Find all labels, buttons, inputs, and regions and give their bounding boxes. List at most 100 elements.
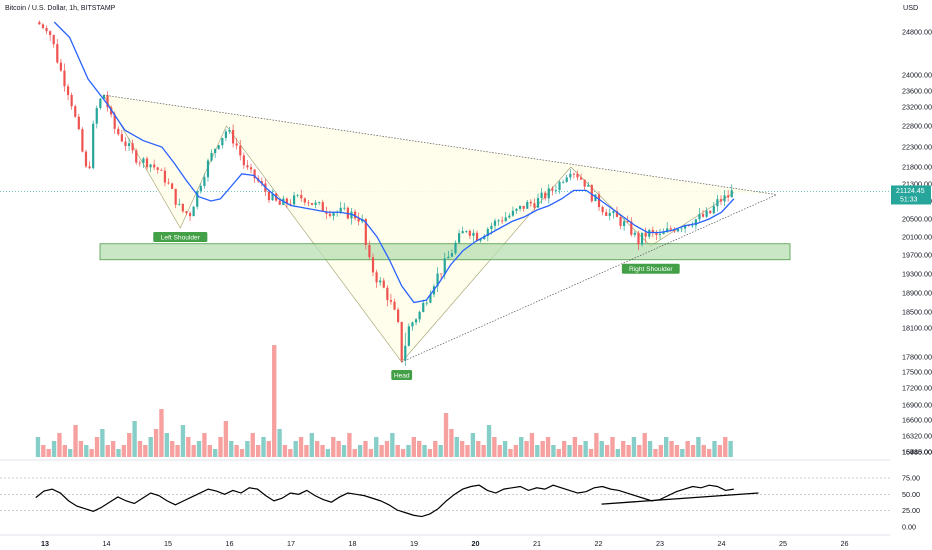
candle-body bbox=[400, 321, 403, 361]
candle-body bbox=[587, 185, 590, 187]
price-tick-label: 18100.00 bbox=[902, 324, 932, 333]
candle-body bbox=[156, 167, 159, 170]
rsi-trendline bbox=[601, 492, 759, 505]
volume-bar bbox=[336, 441, 341, 457]
candle-body bbox=[601, 207, 604, 213]
volume-bar bbox=[374, 437, 379, 457]
volume-bar bbox=[395, 445, 400, 457]
candle-body bbox=[260, 181, 263, 184]
rsi-tick-label: 0.00 bbox=[902, 523, 916, 532]
candle-body bbox=[120, 134, 123, 142]
volume-bar bbox=[341, 445, 347, 457]
volume-bar bbox=[621, 441, 626, 457]
volume-bar bbox=[551, 445, 556, 457]
date-tick-label: 18 bbox=[349, 539, 357, 548]
date-tick-label: 19 bbox=[410, 539, 418, 548]
candle-body bbox=[102, 95, 106, 99]
candle-body bbox=[501, 220, 504, 222]
volume-bar bbox=[459, 441, 465, 457]
candle-body bbox=[418, 311, 421, 320]
candle-body bbox=[300, 195, 303, 199]
rsi-tick-label: 25.00 bbox=[902, 506, 920, 515]
volume-bar bbox=[626, 445, 631, 457]
candle-body bbox=[440, 273, 443, 275]
volume-bar bbox=[615, 449, 621, 457]
volume-bar bbox=[680, 449, 685, 457]
candle-body bbox=[493, 220, 497, 226]
candle-body bbox=[529, 201, 532, 204]
volume-bar bbox=[186, 437, 191, 457]
candle-body bbox=[303, 198, 306, 203]
volume-bar bbox=[513, 445, 519, 457]
volume-bar bbox=[674, 445, 680, 457]
left-shoulder-label-bg bbox=[153, 232, 208, 242]
volume-bar bbox=[180, 425, 186, 457]
volume-bar bbox=[594, 433, 599, 457]
volume-bar bbox=[137, 441, 143, 457]
volume-bar bbox=[234, 445, 239, 457]
candle-body bbox=[680, 228, 683, 230]
volume-bar bbox=[277, 429, 282, 457]
candle-body bbox=[249, 167, 253, 170]
candle-body bbox=[228, 129, 231, 132]
volume-bar bbox=[406, 445, 411, 457]
candle-body bbox=[605, 212, 608, 216]
candle-body bbox=[368, 245, 371, 258]
candle-body bbox=[357, 218, 360, 222]
volume-bar bbox=[51, 441, 57, 457]
candle-body bbox=[310, 203, 314, 205]
candle-body bbox=[210, 152, 213, 161]
rsi-layer bbox=[0, 477, 890, 518]
candle-body bbox=[701, 214, 705, 217]
candle-body bbox=[135, 150, 138, 163]
candle-body bbox=[221, 137, 224, 146]
volume-bar bbox=[331, 437, 336, 457]
rsi-tick-label: 50.00 bbox=[902, 490, 920, 499]
chart-title: Bitcoin / U.S. Dollar, 1h, BITSTAMP bbox=[5, 5, 116, 12]
candle-body bbox=[648, 230, 651, 237]
volume-bar bbox=[116, 449, 121, 457]
volume-bar bbox=[94, 437, 100, 457]
candle-body bbox=[551, 188, 554, 191]
volume-bar bbox=[438, 445, 443, 457]
candle-body bbox=[196, 191, 199, 207]
volume-bar bbox=[556, 449, 561, 457]
candle-body bbox=[594, 194, 597, 202]
lower-trendline bbox=[401, 194, 777, 363]
candle-body bbox=[712, 206, 715, 214]
price-tick-label: 16900.00 bbox=[902, 401, 932, 410]
candle-body bbox=[124, 141, 127, 147]
candle-body bbox=[66, 86, 70, 95]
volume-bar bbox=[706, 449, 712, 457]
volume-bar bbox=[561, 441, 567, 457]
date-tick-label: 25 bbox=[779, 539, 787, 548]
candle-body bbox=[626, 221, 629, 223]
moving-average-line bbox=[53, 21, 735, 304]
candle-body bbox=[41, 24, 45, 28]
price-tick-label: 24800.00 bbox=[902, 28, 932, 37]
candle-body bbox=[684, 225, 687, 229]
volume-bar bbox=[175, 445, 180, 457]
ma-layer bbox=[53, 21, 735, 304]
candle-body bbox=[181, 203, 184, 212]
price-tick-label: 19700.00 bbox=[902, 251, 932, 260]
candle-body bbox=[63, 70, 66, 87]
candle-body bbox=[185, 211, 188, 214]
candle-body bbox=[640, 232, 644, 245]
candle-body bbox=[289, 203, 292, 205]
volume-bar bbox=[46, 449, 51, 457]
volume-bar bbox=[502, 441, 508, 457]
date-tick-label: 14 bbox=[103, 539, 111, 548]
volume-bar bbox=[486, 425, 492, 457]
volume-bar bbox=[599, 441, 604, 457]
volume-bar bbox=[411, 437, 417, 457]
date-tick-label: 26 bbox=[841, 539, 849, 548]
volume-layer bbox=[35, 345, 733, 457]
volume-bar bbox=[696, 437, 701, 457]
candle-body bbox=[623, 221, 626, 226]
candle-body bbox=[353, 211, 357, 219]
candle-body bbox=[95, 107, 98, 124]
candle-body bbox=[214, 148, 217, 153]
candle-body bbox=[271, 193, 274, 201]
candle-body bbox=[569, 173, 572, 178]
